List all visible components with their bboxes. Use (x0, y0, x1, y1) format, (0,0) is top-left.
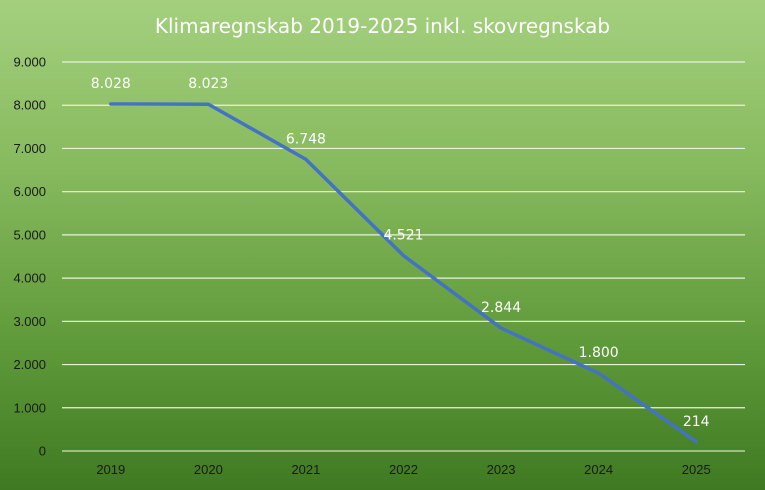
y-tick-label: 4.000 (13, 271, 46, 286)
y-tick-label: 3.000 (13, 314, 46, 329)
x-tick-label: 2025 (682, 462, 711, 477)
x-tick-label: 2023 (487, 462, 516, 477)
chart-title: Klimaregnskab 2019-2025 inkl. skovregnsk… (154, 14, 611, 38)
y-tick-label: 9.000 (13, 55, 46, 70)
x-tick-label: 2021 (291, 462, 320, 477)
data-label: 214 (683, 414, 710, 430)
y-tick-label: 2.000 (13, 357, 46, 372)
y-tick-label: 8.000 (13, 98, 46, 113)
x-tick-label: 2019 (96, 462, 125, 477)
data-label: 8.023 (188, 76, 228, 92)
x-tick-label: 2020 (194, 462, 223, 477)
x-tick-label: 2022 (389, 462, 418, 477)
series-line (109, 102, 698, 444)
data-label: 8.028 (91, 76, 131, 92)
data-label: 4.521 (383, 228, 423, 244)
data-label: 1.800 (579, 345, 619, 361)
y-tick-label: 1.000 (13, 400, 46, 415)
data-label: 2.844 (481, 300, 521, 316)
x-tick-label: 2024 (584, 462, 613, 477)
y-tick-label: 7.000 (13, 141, 46, 156)
data-label: 6.748 (286, 131, 326, 147)
y-tick-label: 5.000 (13, 227, 46, 242)
y-tick-label: 0 (39, 444, 46, 459)
y-tick-label: 6.000 (13, 184, 46, 199)
